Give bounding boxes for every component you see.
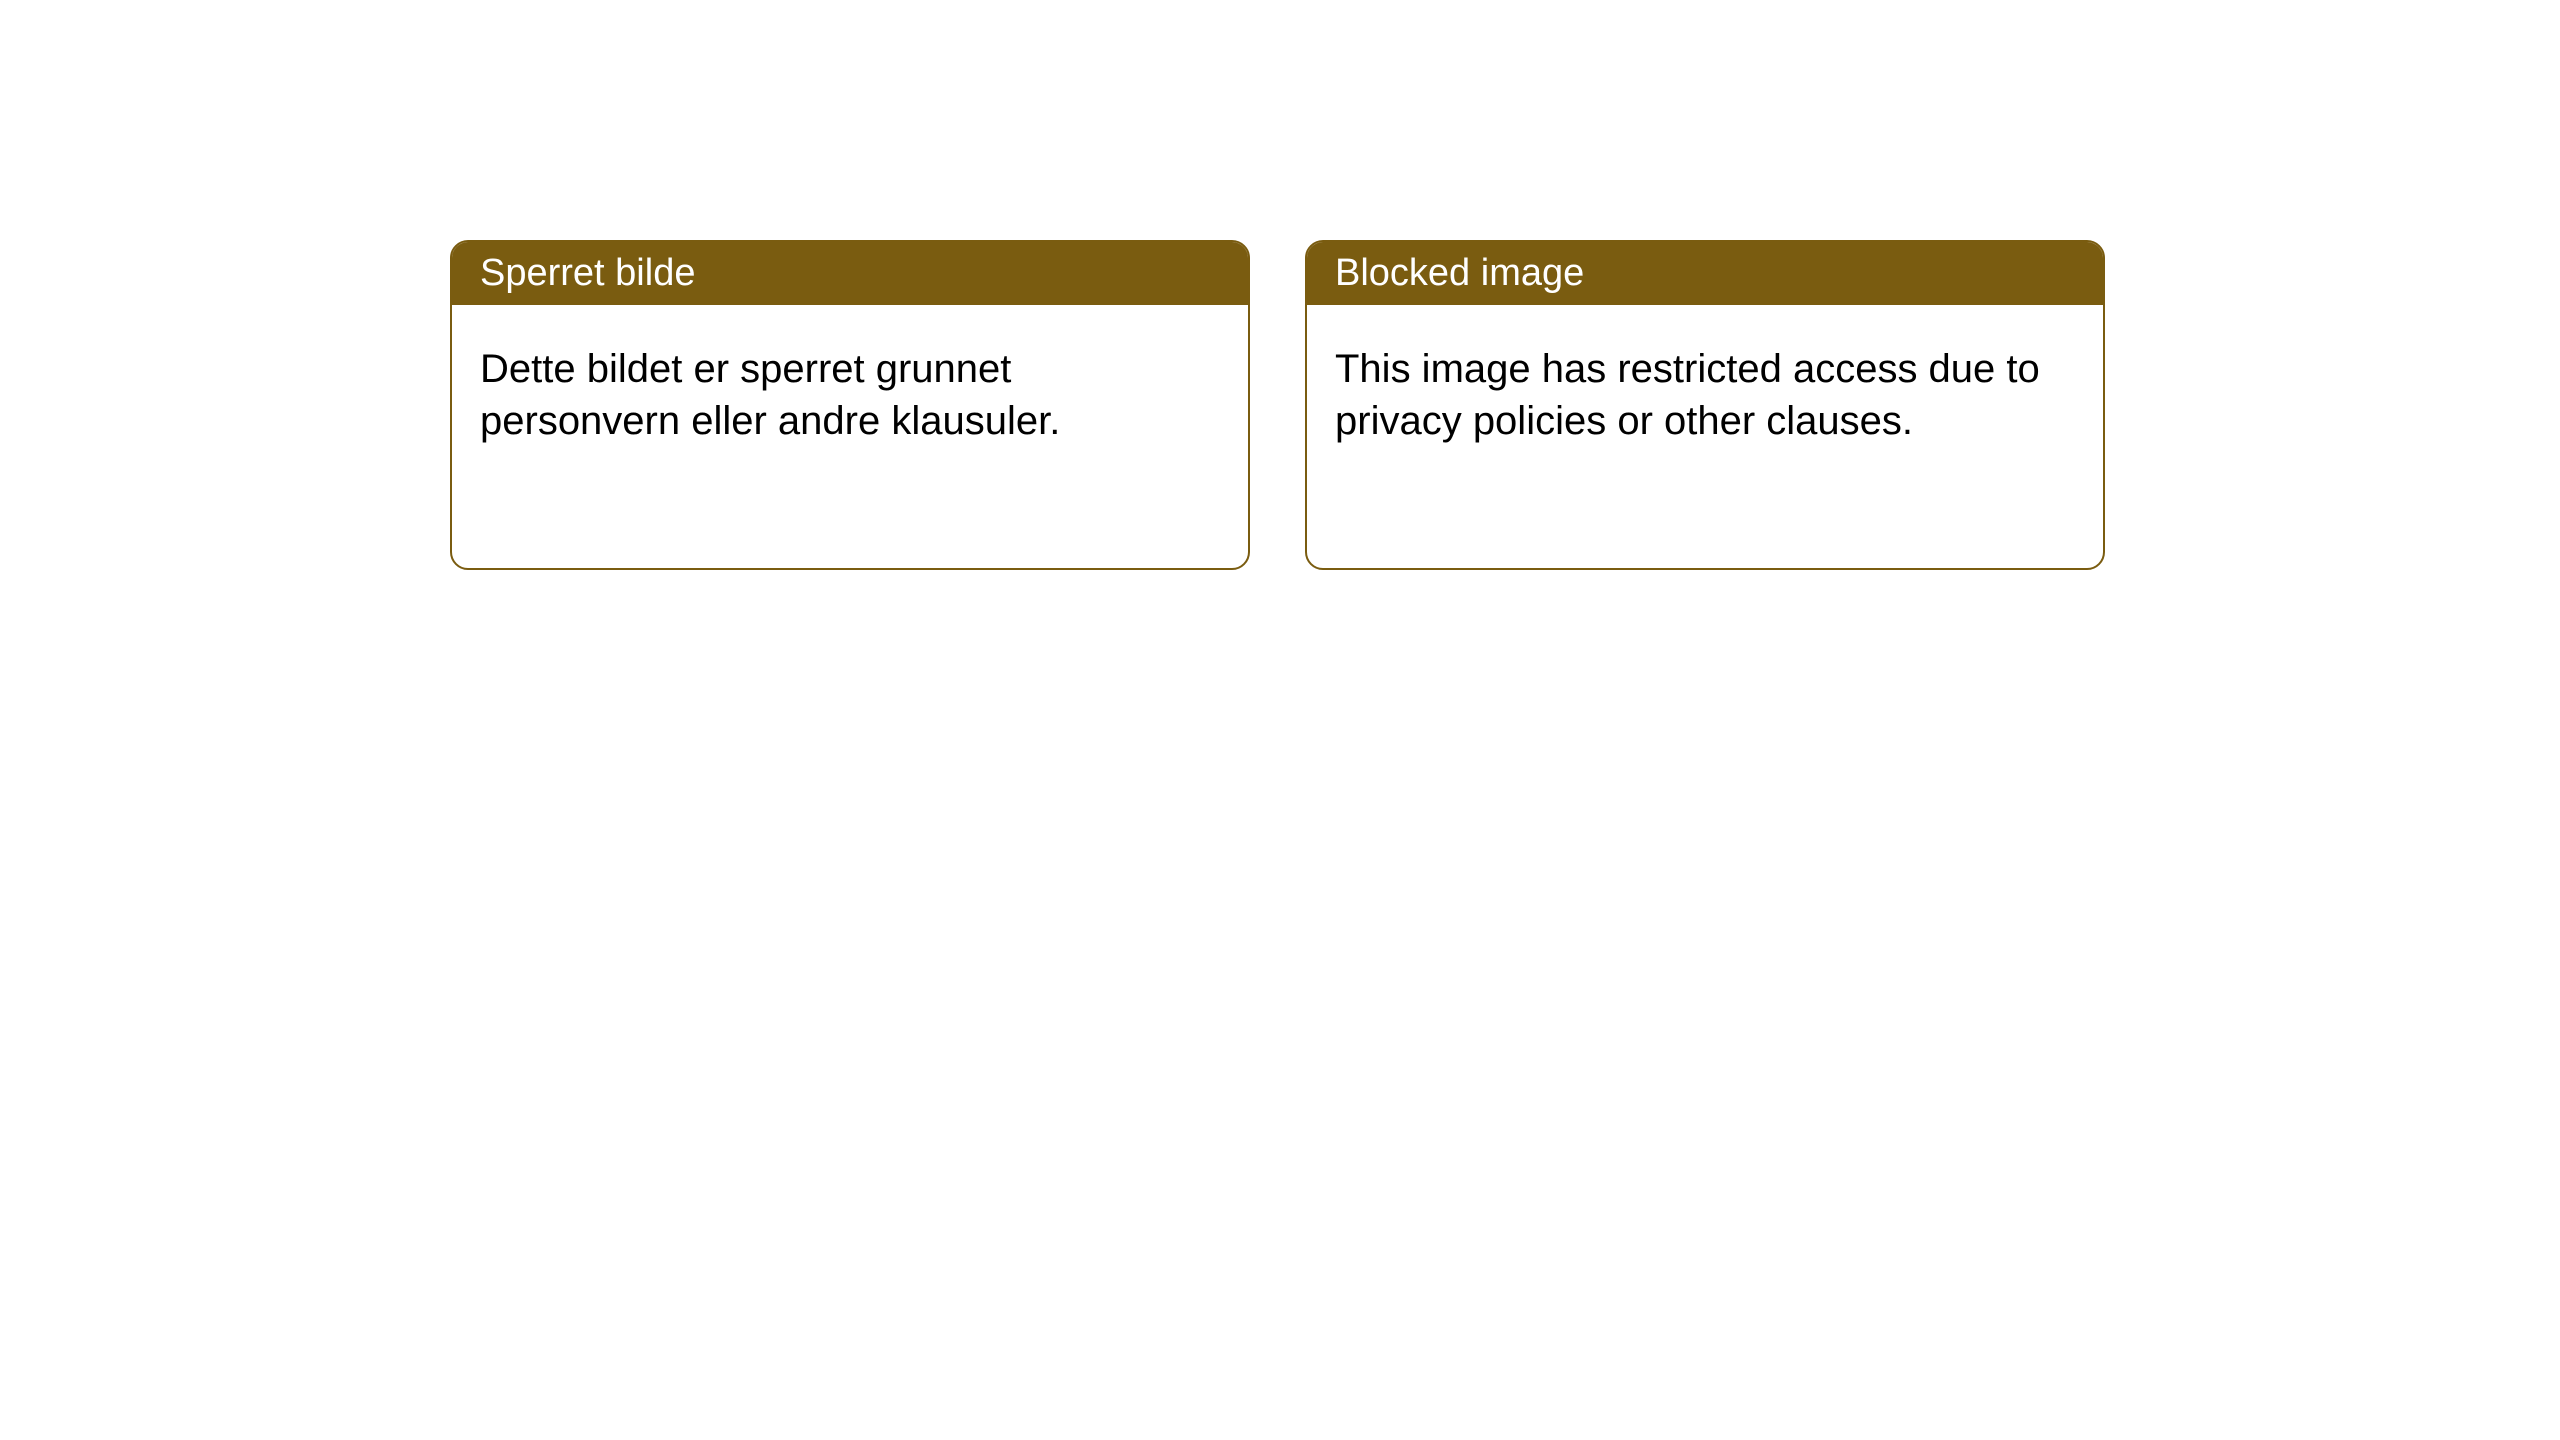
notice-title: Blocked image	[1335, 252, 1584, 294]
notice-box-english: Blocked image This image has restricted …	[1305, 240, 2105, 570]
notice-body: This image has restricted access due to …	[1307, 305, 2103, 485]
notice-box-norwegian: Sperret bilde Dette bildet er sperret gr…	[450, 240, 1250, 570]
notice-body-text: Dette bildet er sperret grunnet personve…	[480, 347, 1060, 443]
notice-title: Sperret bilde	[480, 252, 695, 294]
notice-body: Dette bildet er sperret grunnet personve…	[452, 305, 1248, 485]
notice-header: Blocked image	[1307, 242, 2103, 305]
notice-body-text: This image has restricted access due to …	[1335, 347, 2040, 443]
notice-header: Sperret bilde	[452, 242, 1248, 305]
notice-container: Sperret bilde Dette bildet er sperret gr…	[0, 0, 2560, 570]
